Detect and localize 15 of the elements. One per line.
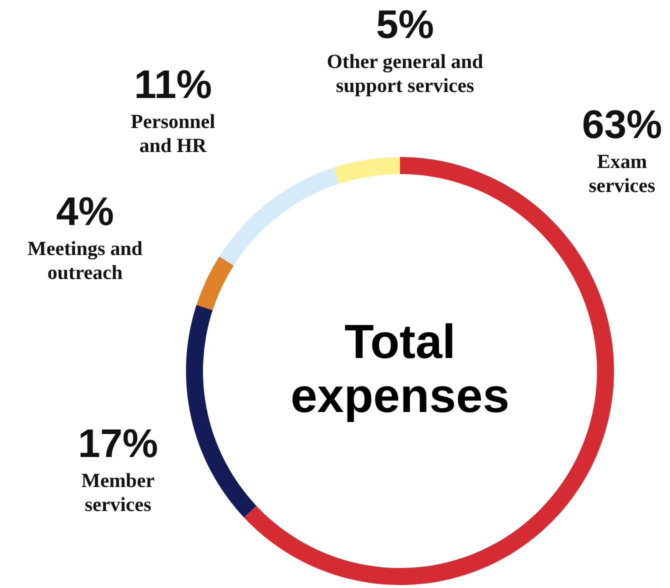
slice-label: Meetings and outreach	[28, 238, 142, 284]
data-label: 5%	[376, 3, 434, 47]
slice-label: Exam services	[588, 151, 656, 197]
text: Total expenses	[290, 316, 510, 423]
donut-slice	[186, 304, 256, 518]
donut-slice	[219, 167, 340, 266]
data-label: 63%	[582, 103, 662, 147]
slice-label: Personnel and HR	[130, 111, 216, 157]
data-label: 4%	[56, 190, 114, 234]
data-label: 17%	[78, 422, 158, 466]
donut-slice	[196, 256, 234, 310]
data-label: 11%	[134, 63, 212, 107]
donut-slice	[334, 157, 400, 184]
slice-label: Other general and support services	[326, 51, 484, 97]
slice-label: Member services	[81, 470, 155, 516]
